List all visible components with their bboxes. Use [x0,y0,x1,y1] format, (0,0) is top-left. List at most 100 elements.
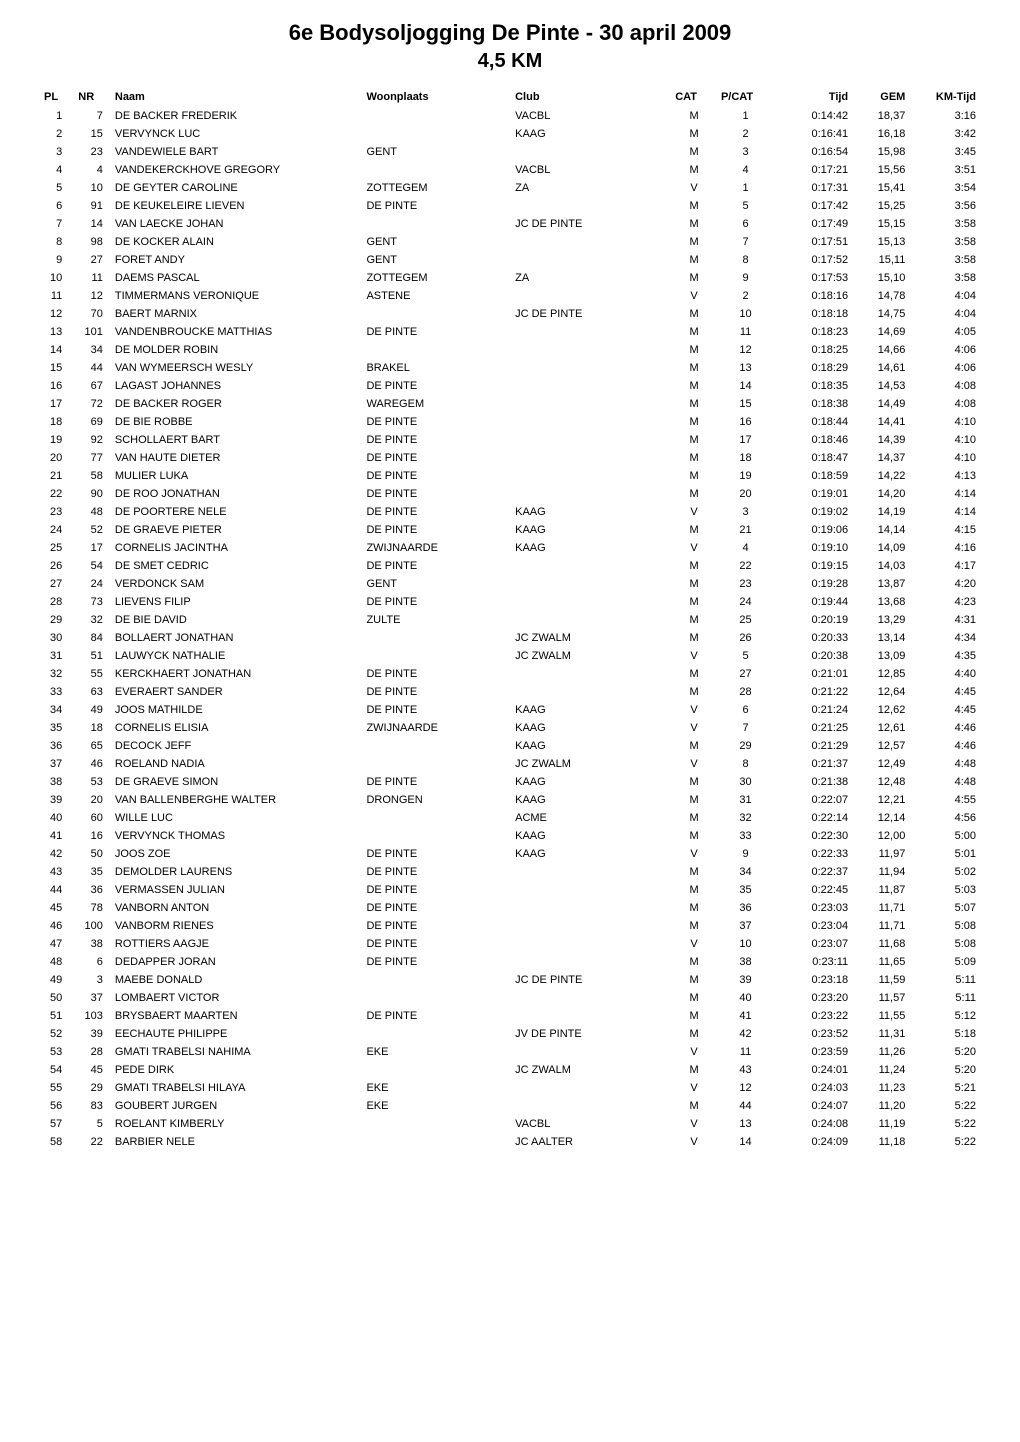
cell-pcat: 16 [717,413,774,431]
cell-pl: 58 [40,1133,74,1151]
cell-naam: DEMOLDER LAURENS [111,863,363,881]
cell-kmtijd: 5:22 [911,1097,980,1115]
cell-pcat: 9 [717,269,774,287]
cell-kmtijd: 3:58 [911,269,980,287]
cell-tijd: 0:22:14 [774,809,854,827]
cell-cat: M [671,323,717,341]
cell-cat: M [671,863,717,881]
cell-nr: 15 [74,125,111,143]
cell-kmtijd: 4:10 [911,449,980,467]
cell-nr: 7 [74,107,111,125]
cell-woonplaats [362,1115,511,1133]
col-header-nr: NR [74,87,111,107]
cell-pcat: 2 [717,125,774,143]
cell-pcat: 11 [717,1043,774,1061]
cell-kmtijd: 3:58 [911,251,980,269]
cell-tijd: 0:20:38 [774,647,854,665]
cell-club [511,287,671,305]
cell-woonplaats: DE PINTE [362,863,511,881]
cell-kmtijd: 5:21 [911,1079,980,1097]
cell-kmtijd: 5:02 [911,863,980,881]
cell-pl: 47 [40,935,74,953]
cell-gem: 14,49 [854,395,911,413]
cell-cat: M [671,575,717,593]
cell-cat: V [671,503,717,521]
cell-pl: 20 [40,449,74,467]
cell-club: JC ZWALM [511,1061,671,1079]
cell-kmtijd: 4:13 [911,467,980,485]
cell-tijd: 0:18:38 [774,395,854,413]
cell-kmtijd: 4:45 [911,683,980,701]
cell-club [511,935,671,953]
cell-nr: 70 [74,305,111,323]
table-row: 3853DE GRAEVE SIMONDE PINTEKAAGM300:21:3… [40,773,980,791]
table-row: 714VAN LAECKE JOHANJC DE PINTEM60:17:491… [40,215,980,233]
cell-woonplaats: DE PINTE [362,701,511,719]
cell-woonplaats [362,341,511,359]
cell-woonplaats [362,737,511,755]
cell-woonplaats [362,125,511,143]
cell-naam: DE BACKER FREDERIK [111,107,363,125]
cell-pcat: 13 [717,1115,774,1133]
cell-cat: M [671,125,717,143]
cell-pcat: 29 [717,737,774,755]
cell-nr: 103 [74,1007,111,1025]
cell-club: KAAG [511,503,671,521]
cell-gem: 11,97 [854,845,911,863]
cell-pl: 40 [40,809,74,827]
cell-pcat: 39 [717,971,774,989]
cell-tijd: 0:23:20 [774,989,854,1007]
cell-cat: V [671,719,717,737]
cell-naam: DE MOLDER ROBIN [111,341,363,359]
cell-naam: DAEMS PASCAL [111,269,363,287]
cell-cat: M [671,233,717,251]
cell-club [511,593,671,611]
cell-nr: 45 [74,1061,111,1079]
cell-club: VACBL [511,1115,671,1133]
cell-naam: VERVYNCK THOMAS [111,827,363,845]
cell-pl: 14 [40,341,74,359]
cell-nr: 32 [74,611,111,629]
cell-woonplaats: GENT [362,233,511,251]
cell-woonplaats: GENT [362,575,511,593]
cell-pcat: 33 [717,827,774,845]
cell-club: JC AALTER [511,1133,671,1151]
cell-naam: JOOS MATHILDE [111,701,363,719]
cell-pcat: 32 [717,809,774,827]
cell-pcat: 42 [717,1025,774,1043]
cell-pcat: 19 [717,467,774,485]
cell-woonplaats [362,215,511,233]
cell-pl: 26 [40,557,74,575]
cell-kmtijd: 3:56 [911,197,980,215]
cell-gem: 14,14 [854,521,911,539]
cell-naam: BOLLAERT JONATHAN [111,629,363,647]
cell-nr: 63 [74,683,111,701]
cell-gem: 14,53 [854,377,911,395]
cell-pl: 1 [40,107,74,125]
cell-naam: VERMASSEN JULIAN [111,881,363,899]
cell-nr: 98 [74,233,111,251]
cell-cat: M [671,971,717,989]
cell-tijd: 0:18:16 [774,287,854,305]
cell-club [511,1097,671,1115]
table-row: 2452DE GRAEVE PIETERDE PINTEKAAGM210:19:… [40,521,980,539]
cell-cat: M [671,953,717,971]
cell-tijd: 0:24:07 [774,1097,854,1115]
cell-club [511,341,671,359]
cell-cat: V [671,701,717,719]
cell-cat: V [671,179,717,197]
cell-pl: 13 [40,323,74,341]
cell-woonplaats [362,1133,511,1151]
cell-kmtijd: 5:08 [911,935,980,953]
cell-nr: 24 [74,575,111,593]
cell-pcat: 10 [717,305,774,323]
cell-club [511,359,671,377]
cell-nr: 34 [74,341,111,359]
cell-pl: 27 [40,575,74,593]
cell-nr: 14 [74,215,111,233]
cell-woonplaats [362,161,511,179]
cell-kmtijd: 5:07 [911,899,980,917]
cell-kmtijd: 4:04 [911,305,980,323]
cell-gem: 12,14 [854,809,911,827]
table-row: 2654DE SMET CEDRICDE PINTEM220:19:1514,0… [40,557,980,575]
